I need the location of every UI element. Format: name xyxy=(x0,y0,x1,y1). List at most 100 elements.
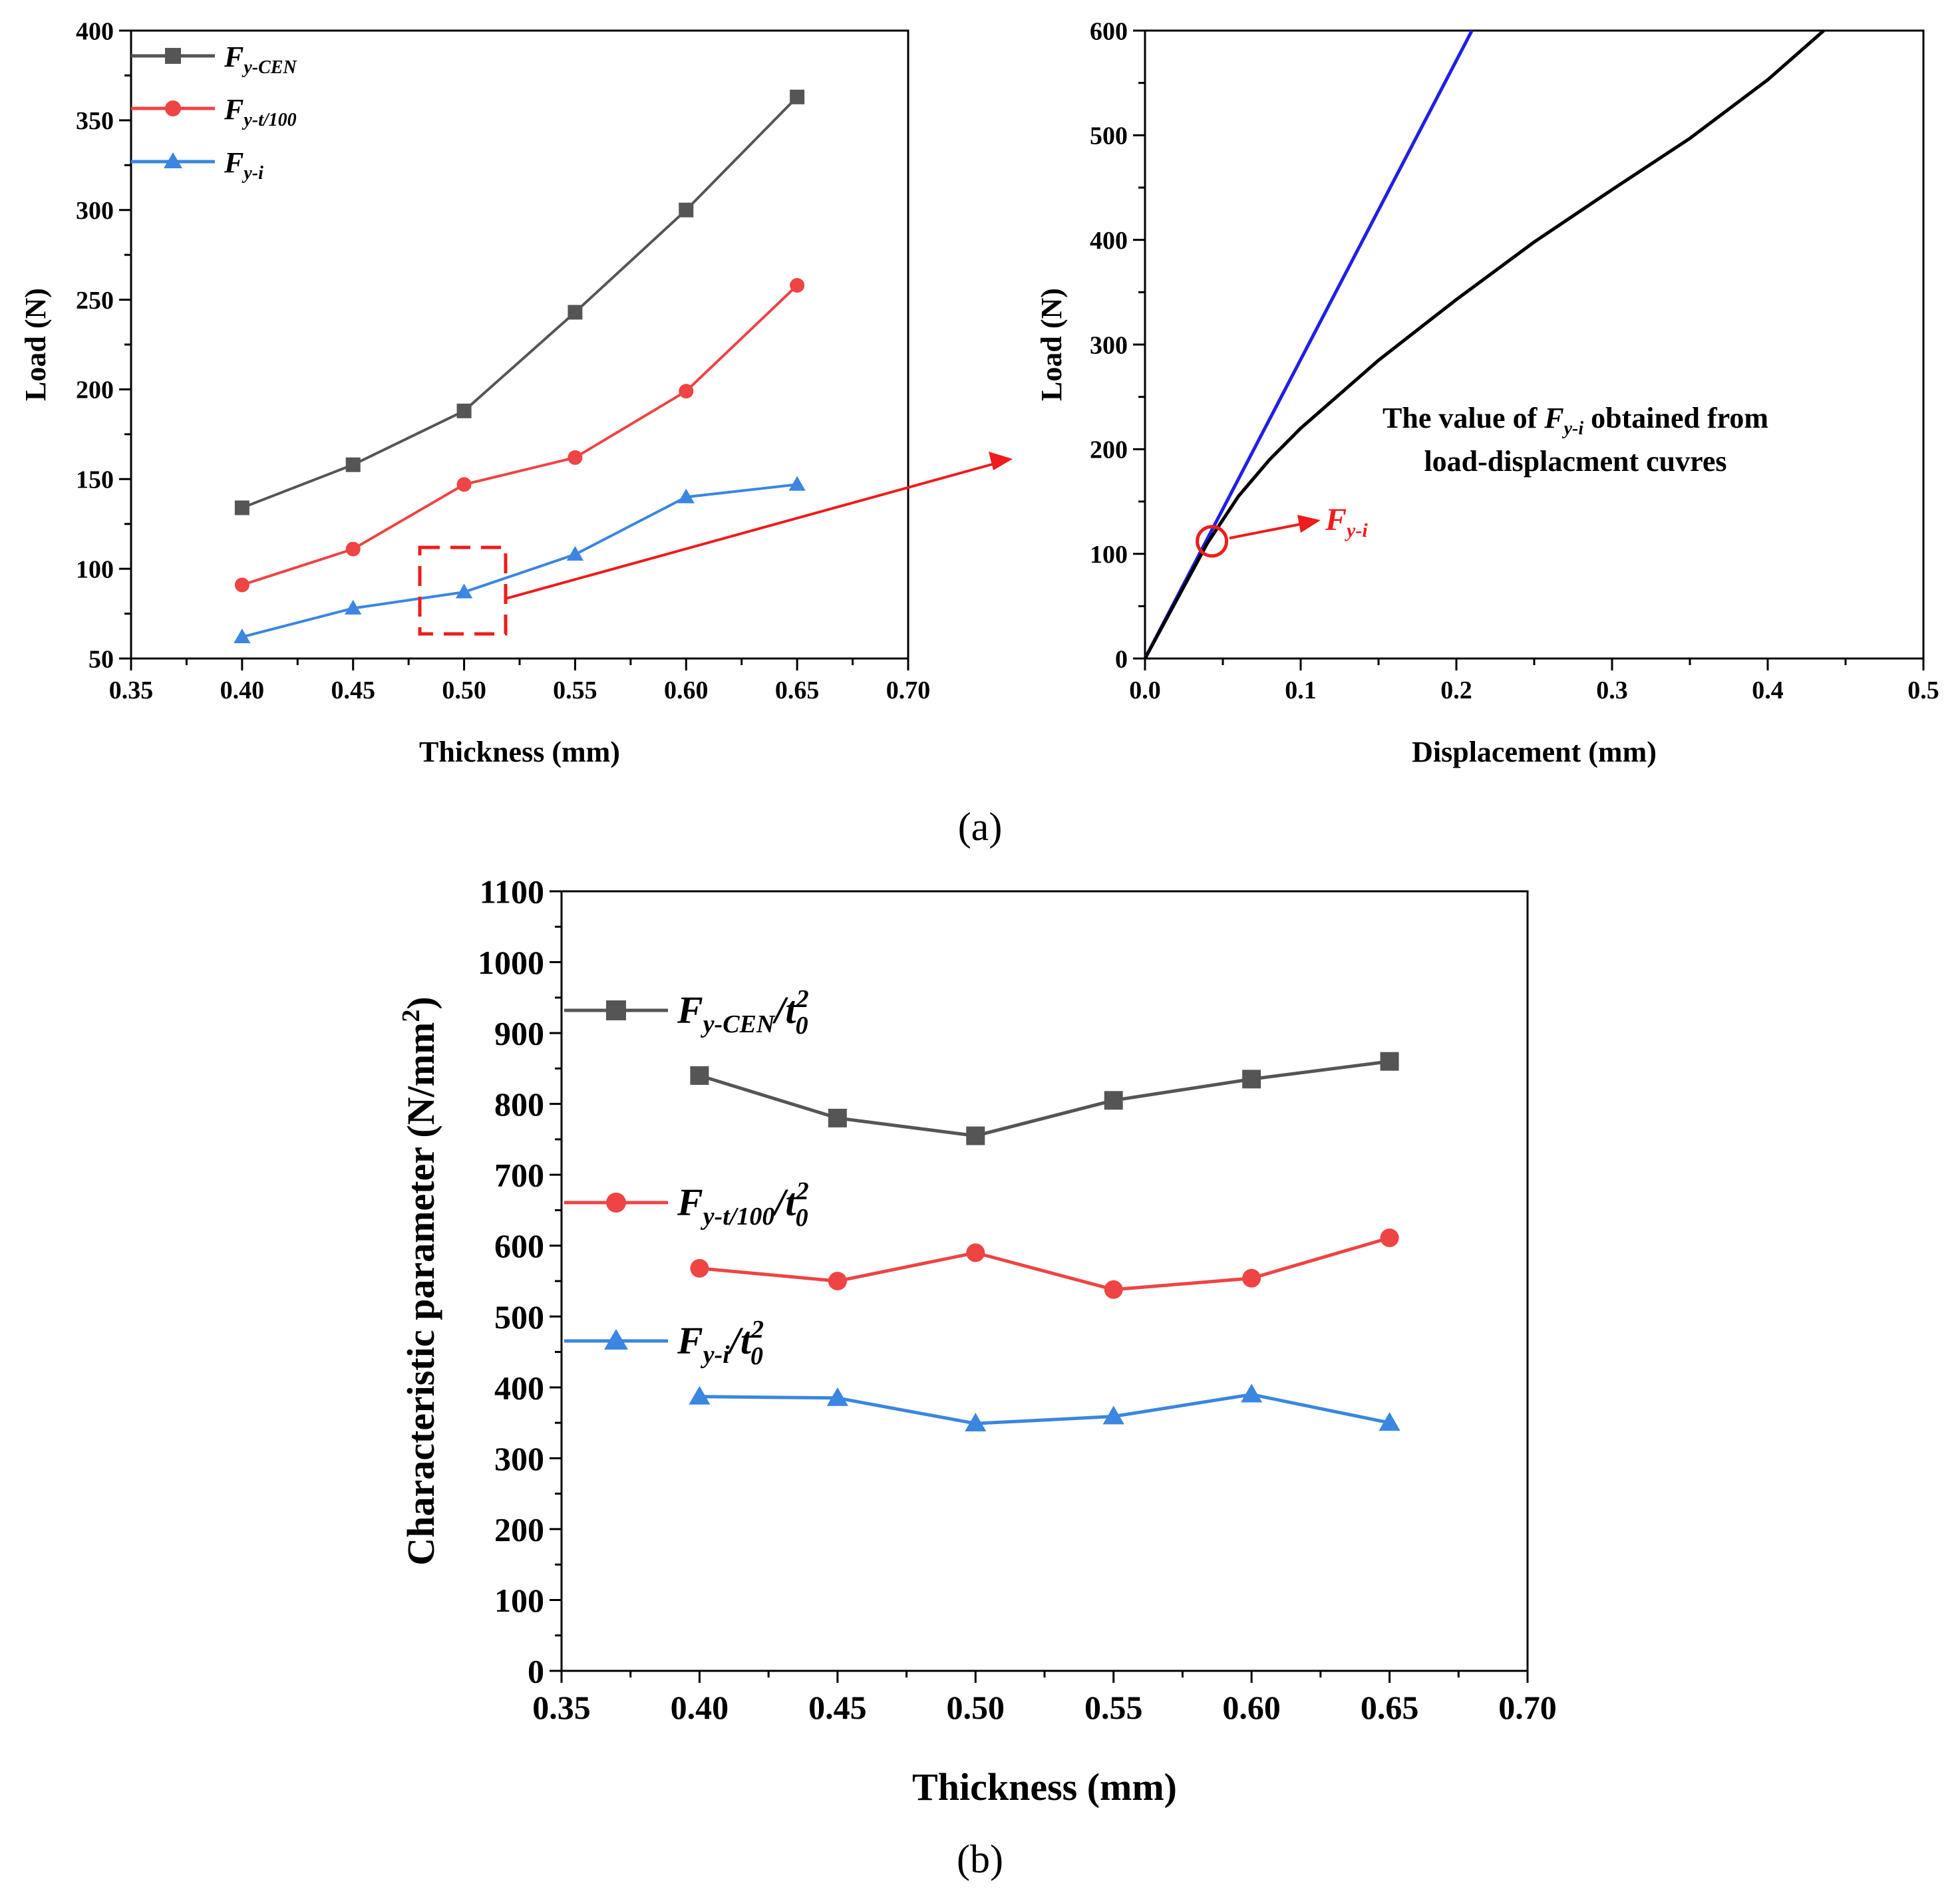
legend-label-fy-cen-t0: Fy-CEN/t2 0 xyxy=(677,985,809,1040)
x-tick-label: 0.55 xyxy=(553,676,597,704)
y-axis-label-b: Characteristic parameter (N/mm2) xyxy=(397,996,442,1565)
y-tick-label: 100 xyxy=(76,555,114,583)
y-tick-label: 300 xyxy=(76,197,114,225)
data-point-Fy-i/t0^2 xyxy=(826,1387,848,1406)
x-tick-label: 0.55 xyxy=(1084,1689,1143,1726)
data-point-Fy-i/t0^2 xyxy=(965,1413,987,1432)
x-axis-label-a-left: Thickness (mm) xyxy=(419,736,620,768)
data-point-Fy-t/100 xyxy=(345,541,361,557)
y-tick-label: 500 xyxy=(1090,122,1128,150)
y-tick-label: 600 xyxy=(494,1227,544,1264)
data-point-Fy-CEN/t0^2 xyxy=(966,1126,985,1145)
data-point-Fy-i/t0^2 xyxy=(1241,1384,1263,1403)
y-tick-label: 250 xyxy=(76,287,114,315)
legend-label-fy-cen: Fy-CEN xyxy=(224,41,297,78)
y-tick-label: 200 xyxy=(76,376,114,404)
legend-marker-square xyxy=(165,48,181,64)
y-tick-label: 350 xyxy=(76,107,114,135)
series-line-Fy-CEN/t0^2 xyxy=(699,1060,1390,1138)
x-tick-label: 0.45 xyxy=(808,1689,867,1726)
series-line-Fy-t/100/t0^2 xyxy=(699,1236,1390,1292)
data-point-Fy-t/100 xyxy=(568,450,583,465)
callout-arrow-line xyxy=(505,462,995,600)
annotation-line-2: load-displacment cuvres xyxy=(1424,445,1726,478)
y-axis-label-a-left: Load (N) xyxy=(19,288,52,401)
legend-marker-square xyxy=(606,1000,626,1020)
series-line-Fy-t/100 xyxy=(242,284,798,587)
initial-stiffness-line xyxy=(1143,29,1474,660)
legend-marker-triangle xyxy=(604,1329,628,1350)
x-tick-label: 0.45 xyxy=(331,676,375,704)
data-point-Fy-i xyxy=(234,628,251,643)
x-tick-label: 0.70 xyxy=(886,676,931,704)
x-tick-label: 0.50 xyxy=(947,1689,1005,1726)
y-tick-label: 800 xyxy=(494,1086,544,1123)
series-line-Fy-i/t0^2 xyxy=(699,1392,1390,1425)
fy-i-marker-label: Fy-i xyxy=(1325,502,1368,541)
data-point-Fy-i/t0^2 xyxy=(689,1386,711,1405)
fy-i-marker-circle xyxy=(1196,525,1229,558)
x-tick-label: 0.2 xyxy=(1440,676,1472,704)
data-point-Fy-t/100 xyxy=(790,277,805,293)
callout-arrow-head xyxy=(989,452,1013,470)
chart-b: 0.35 0.40 0.45 0.50 0.55 0.60 0.65 0.70 0 100 200 3… xyxy=(397,873,1557,1809)
x-tick-label: 0.40 xyxy=(671,1689,729,1726)
x-tick-label: 0.35 xyxy=(532,1689,591,1726)
x-axis-label-a-right: Displacement (mm) xyxy=(1412,736,1657,768)
x-tick-label: 0.50 xyxy=(442,676,486,704)
y-tick-label: 700 xyxy=(494,1157,544,1194)
y-axis-label-a-right: Load (N) xyxy=(1035,288,1068,401)
data-point-Fy-CEN xyxy=(234,500,249,515)
panel-label-b: (b) xyxy=(957,1837,1003,1881)
x-tick-label: 0.0 xyxy=(1129,676,1161,704)
data-point-Fy-CEN xyxy=(568,305,583,320)
legend-label-fy-t100: Fy-t/100 xyxy=(224,93,297,130)
x-tick-label: 0.4 xyxy=(1752,676,1784,704)
load-displacement-curve xyxy=(1143,29,1825,660)
y-tick-label: 400 xyxy=(494,1369,544,1406)
data-point-Fy-CEN/t0^2 xyxy=(1380,1052,1399,1071)
y-tick-label: 100 xyxy=(494,1582,544,1619)
data-point-Fy-t/100/t0^2 xyxy=(828,1272,847,1290)
x-tick-label: 0.60 xyxy=(1222,1689,1281,1726)
data-point-Fy-t/100 xyxy=(456,477,472,492)
data-point-Fy-i xyxy=(788,476,806,491)
highlight-box xyxy=(418,545,508,636)
data-point-Fy-i xyxy=(677,488,695,504)
x-tick-label: 0.40 xyxy=(220,676,265,704)
legend-marker-circle xyxy=(606,1193,626,1213)
x-axis-label-b: Thickness (mm) xyxy=(912,1765,1177,1809)
data-point-Fy-t/100 xyxy=(679,384,694,399)
x-tick-label: 0.5 xyxy=(1907,676,1939,704)
legend-marker-circle xyxy=(165,100,181,116)
y-tick-label: 1100 xyxy=(480,873,544,911)
chart-a-right: 0.0 0.1 0.2 0.3 0.4 0.5 0 100 200 300 400 500 600 Th… xyxy=(1035,17,1939,768)
data-point-Fy-CEN xyxy=(790,89,805,104)
plot-frame-a-right xyxy=(1144,29,1925,660)
y-tick-label: 600 xyxy=(1090,17,1128,45)
y-tick-label: 1000 xyxy=(478,944,544,981)
y-tick-label: 900 xyxy=(494,1015,544,1052)
y-tick-label: 100 xyxy=(1090,541,1128,569)
y-tick-label: 150 xyxy=(76,466,114,494)
fy-i-arrow-head xyxy=(1297,515,1321,533)
annotation-line-1: The value of Fy-i obtained from xyxy=(1383,402,1768,439)
x-tick-label: 0.65 xyxy=(775,676,820,704)
y-tick-label: 0 xyxy=(1115,645,1128,673)
plot-frame-b xyxy=(560,890,1529,1672)
legend-a-left: Fy-CEN Fy-t/100 Fy-i xyxy=(131,41,297,184)
legend-label-fy-i-t0: Fy-i/t2 0 xyxy=(677,1316,764,1370)
legend-label-fy-t100-t0: Fy-t/100/t2 0 xyxy=(677,1177,809,1232)
y-tick-label: 500 xyxy=(494,1298,544,1336)
y-tick-label: 200 xyxy=(494,1511,544,1548)
data-point-Fy-CEN xyxy=(456,403,472,418)
data-point-Fy-t/100/t0^2 xyxy=(966,1243,985,1262)
data-point-Fy-t/100/t0^2 xyxy=(1242,1268,1261,1288)
data-point-Fy-CEN xyxy=(679,202,694,218)
data-point-Fy-CEN xyxy=(345,457,361,472)
data-point-Fy-i/t0^2 xyxy=(1379,1411,1400,1431)
legend-label-fy-i: Fy-i xyxy=(224,146,263,184)
legend-marker-triangle xyxy=(164,152,182,168)
data-point-Fy-i/t0^2 xyxy=(1102,1405,1124,1425)
